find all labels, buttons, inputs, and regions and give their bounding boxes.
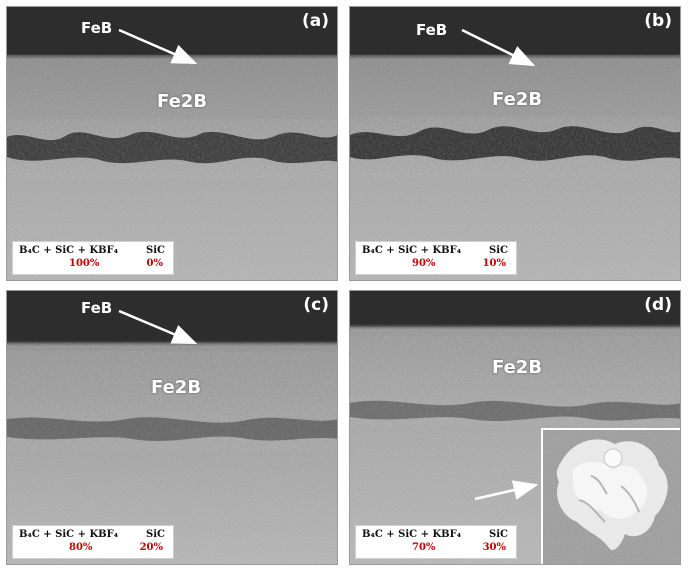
- sic-label: SiC: [146, 245, 165, 256]
- mixture-label: B₄C + SiC + KBF₄: [362, 529, 462, 540]
- feb-label: FeB: [81, 19, 113, 37]
- micrograph-panel-c: FeB Fe2B (c) B₄C + SiC + KBF₄ SiC 80% 20…: [6, 290, 338, 565]
- micrograph-panel-d: Fe2B (d) B₄C + SiC + KBF₄ SiC 70% 30%: [349, 290, 681, 565]
- fe2b-label: Fe2B: [157, 91, 208, 112]
- mixture-percent: 100%: [69, 258, 100, 269]
- sic-percent: 0%: [146, 258, 163, 269]
- fe2b-label: Fe2B: [492, 357, 543, 378]
- micrograph-image: [350, 291, 680, 564]
- mixture-percent: 70%: [412, 542, 436, 553]
- sic-percent: 20%: [139, 542, 163, 553]
- fe2b-label: Fe2B: [492, 89, 543, 110]
- sic-label: SiC: [489, 245, 508, 256]
- sic-particle-image: [543, 430, 680, 564]
- sic-label: SiC: [489, 529, 508, 540]
- panel-label: (b): [644, 11, 672, 31]
- fe2b-label: Fe2B: [151, 377, 202, 398]
- mixture-percent: 90%: [412, 258, 436, 269]
- mixture-label: B₄C + SiC + KBF₄: [362, 245, 462, 256]
- composition-legend: B₄C + SiC + KBF₄ SiC 70% 30%: [355, 525, 517, 559]
- panel-label: (c): [303, 295, 329, 315]
- sic-particle-inset: [541, 428, 680, 564]
- micrograph-panel-b: FeB Fe2B (b) B₄C + SiC + KBF₄ SiC 90% 10…: [349, 6, 681, 281]
- feb-label: FeB: [416, 21, 448, 39]
- micrograph-image: [7, 291, 337, 564]
- mixture-percent: 80%: [69, 542, 93, 553]
- panel-label: (a): [301, 11, 329, 31]
- micrograph-image: [7, 7, 337, 280]
- sic-percent: 30%: [482, 542, 506, 553]
- sic-label: SiC: [146, 529, 165, 540]
- micrograph-panel-a: FeB Fe2B (a) B₄C + SiC + KBF₄ SiC 100% 0…: [6, 6, 338, 281]
- composition-legend: B₄C + SiC + KBF₄ SiC 80% 20%: [12, 525, 174, 559]
- panel-label: (d): [644, 295, 672, 315]
- composition-legend: B₄C + SiC + KBF₄ SiC 90% 10%: [355, 241, 517, 275]
- sic-percent: 10%: [482, 258, 506, 269]
- feb-label: FeB: [81, 299, 113, 317]
- composition-legend: B₄C + SiC + KBF₄ SiC 100% 0%: [12, 241, 174, 275]
- micrograph-image: [350, 7, 680, 280]
- mixture-label: B₄C + SiC + KBF₄: [19, 245, 119, 256]
- mixture-label: B₄C + SiC + KBF₄: [19, 529, 119, 540]
